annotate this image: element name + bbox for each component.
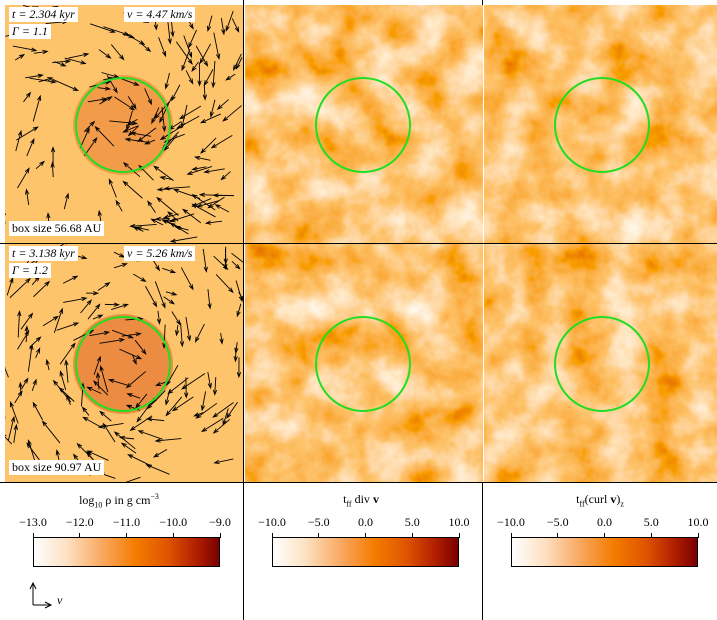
tick-label: −10.0 (497, 515, 525, 530)
tick-mark (698, 533, 699, 538)
tick-label: −11.0 (113, 515, 140, 530)
simulation-panel (245, 244, 483, 482)
tick-label: −9.0 (209, 515, 231, 530)
tick-mark (557, 533, 558, 538)
label-part: ρ in g cm (102, 493, 150, 507)
tick-mark (126, 533, 127, 538)
speed-label: v = 4.47 km/s (124, 7, 195, 22)
tick-mark (272, 533, 273, 538)
simulation-panel (245, 5, 483, 243)
tick-label: 0.0 (358, 515, 373, 530)
tick-mark (79, 533, 80, 538)
tick-label: −5.0 (547, 515, 569, 530)
legend-label: v (57, 593, 63, 607)
core (73, 75, 173, 175)
field (245, 244, 483, 482)
label-part: z (620, 499, 624, 508)
colorbar-label: tff div v (242, 492, 480, 508)
tick-label: 10.0 (449, 515, 470, 530)
core (73, 314, 173, 414)
simulation-panel (5, 244, 243, 482)
field (484, 5, 717, 243)
tick-label: −12.0 (66, 515, 94, 530)
tick-label: −13.0 (19, 515, 47, 530)
tick-mark (33, 533, 34, 538)
label-part: log (79, 493, 94, 507)
box-size-label: box size 90.97 AU (9, 460, 104, 475)
tick-mark (220, 533, 221, 538)
gamma-label: Γ = 1.2 (9, 263, 51, 278)
simulation-panel (484, 244, 717, 482)
colorbar (511, 537, 698, 567)
tick-label: 0.0 (597, 515, 612, 530)
tick-label: −10.0 (258, 515, 286, 530)
tick-label: 10.0 (688, 515, 709, 530)
tick-mark (412, 533, 413, 538)
speed-label: v = 5.26 km/s (124, 246, 195, 261)
simulation-panel (5, 5, 243, 243)
tick-mark (651, 533, 652, 538)
divider (243, 0, 244, 620)
label-part: div (352, 492, 373, 506)
divider (0, 482, 717, 483)
gamma-label: Γ = 1.1 (9, 24, 51, 39)
tick-mark (365, 533, 366, 538)
colorbar (33, 537, 220, 567)
velocity-legend: v (25, 580, 75, 610)
colorbar-label: tff(curl v)z (481, 492, 717, 508)
field (484, 244, 717, 482)
colorbar (272, 537, 459, 567)
figure: v t = 2.304 kyr v = 4.47 km/s Γ = 1.1 box s… (0, 0, 717, 620)
label-part: −3 (150, 492, 159, 501)
tick-mark (604, 533, 605, 538)
label-part: (curl (585, 492, 611, 506)
tick-mark (173, 533, 174, 538)
field (245, 5, 483, 243)
box-size-label: box size 56.68 AU (9, 221, 104, 236)
label-part: v (373, 492, 379, 506)
tick-mark (318, 533, 319, 538)
time-label: t = 2.304 kyr (9, 7, 78, 22)
colorbar-label: log10 ρ in g cm−3 (0, 492, 238, 509)
tick-label: 5.0 (644, 515, 659, 530)
simulation-panel (484, 5, 717, 243)
time-label: t = 3.138 kyr (9, 246, 78, 261)
tick-label: 5.0 (405, 515, 420, 530)
tick-label: −10.0 (159, 515, 187, 530)
tick-mark (459, 533, 460, 538)
tick-mark (511, 533, 512, 538)
tick-label: −5.0 (308, 515, 330, 530)
